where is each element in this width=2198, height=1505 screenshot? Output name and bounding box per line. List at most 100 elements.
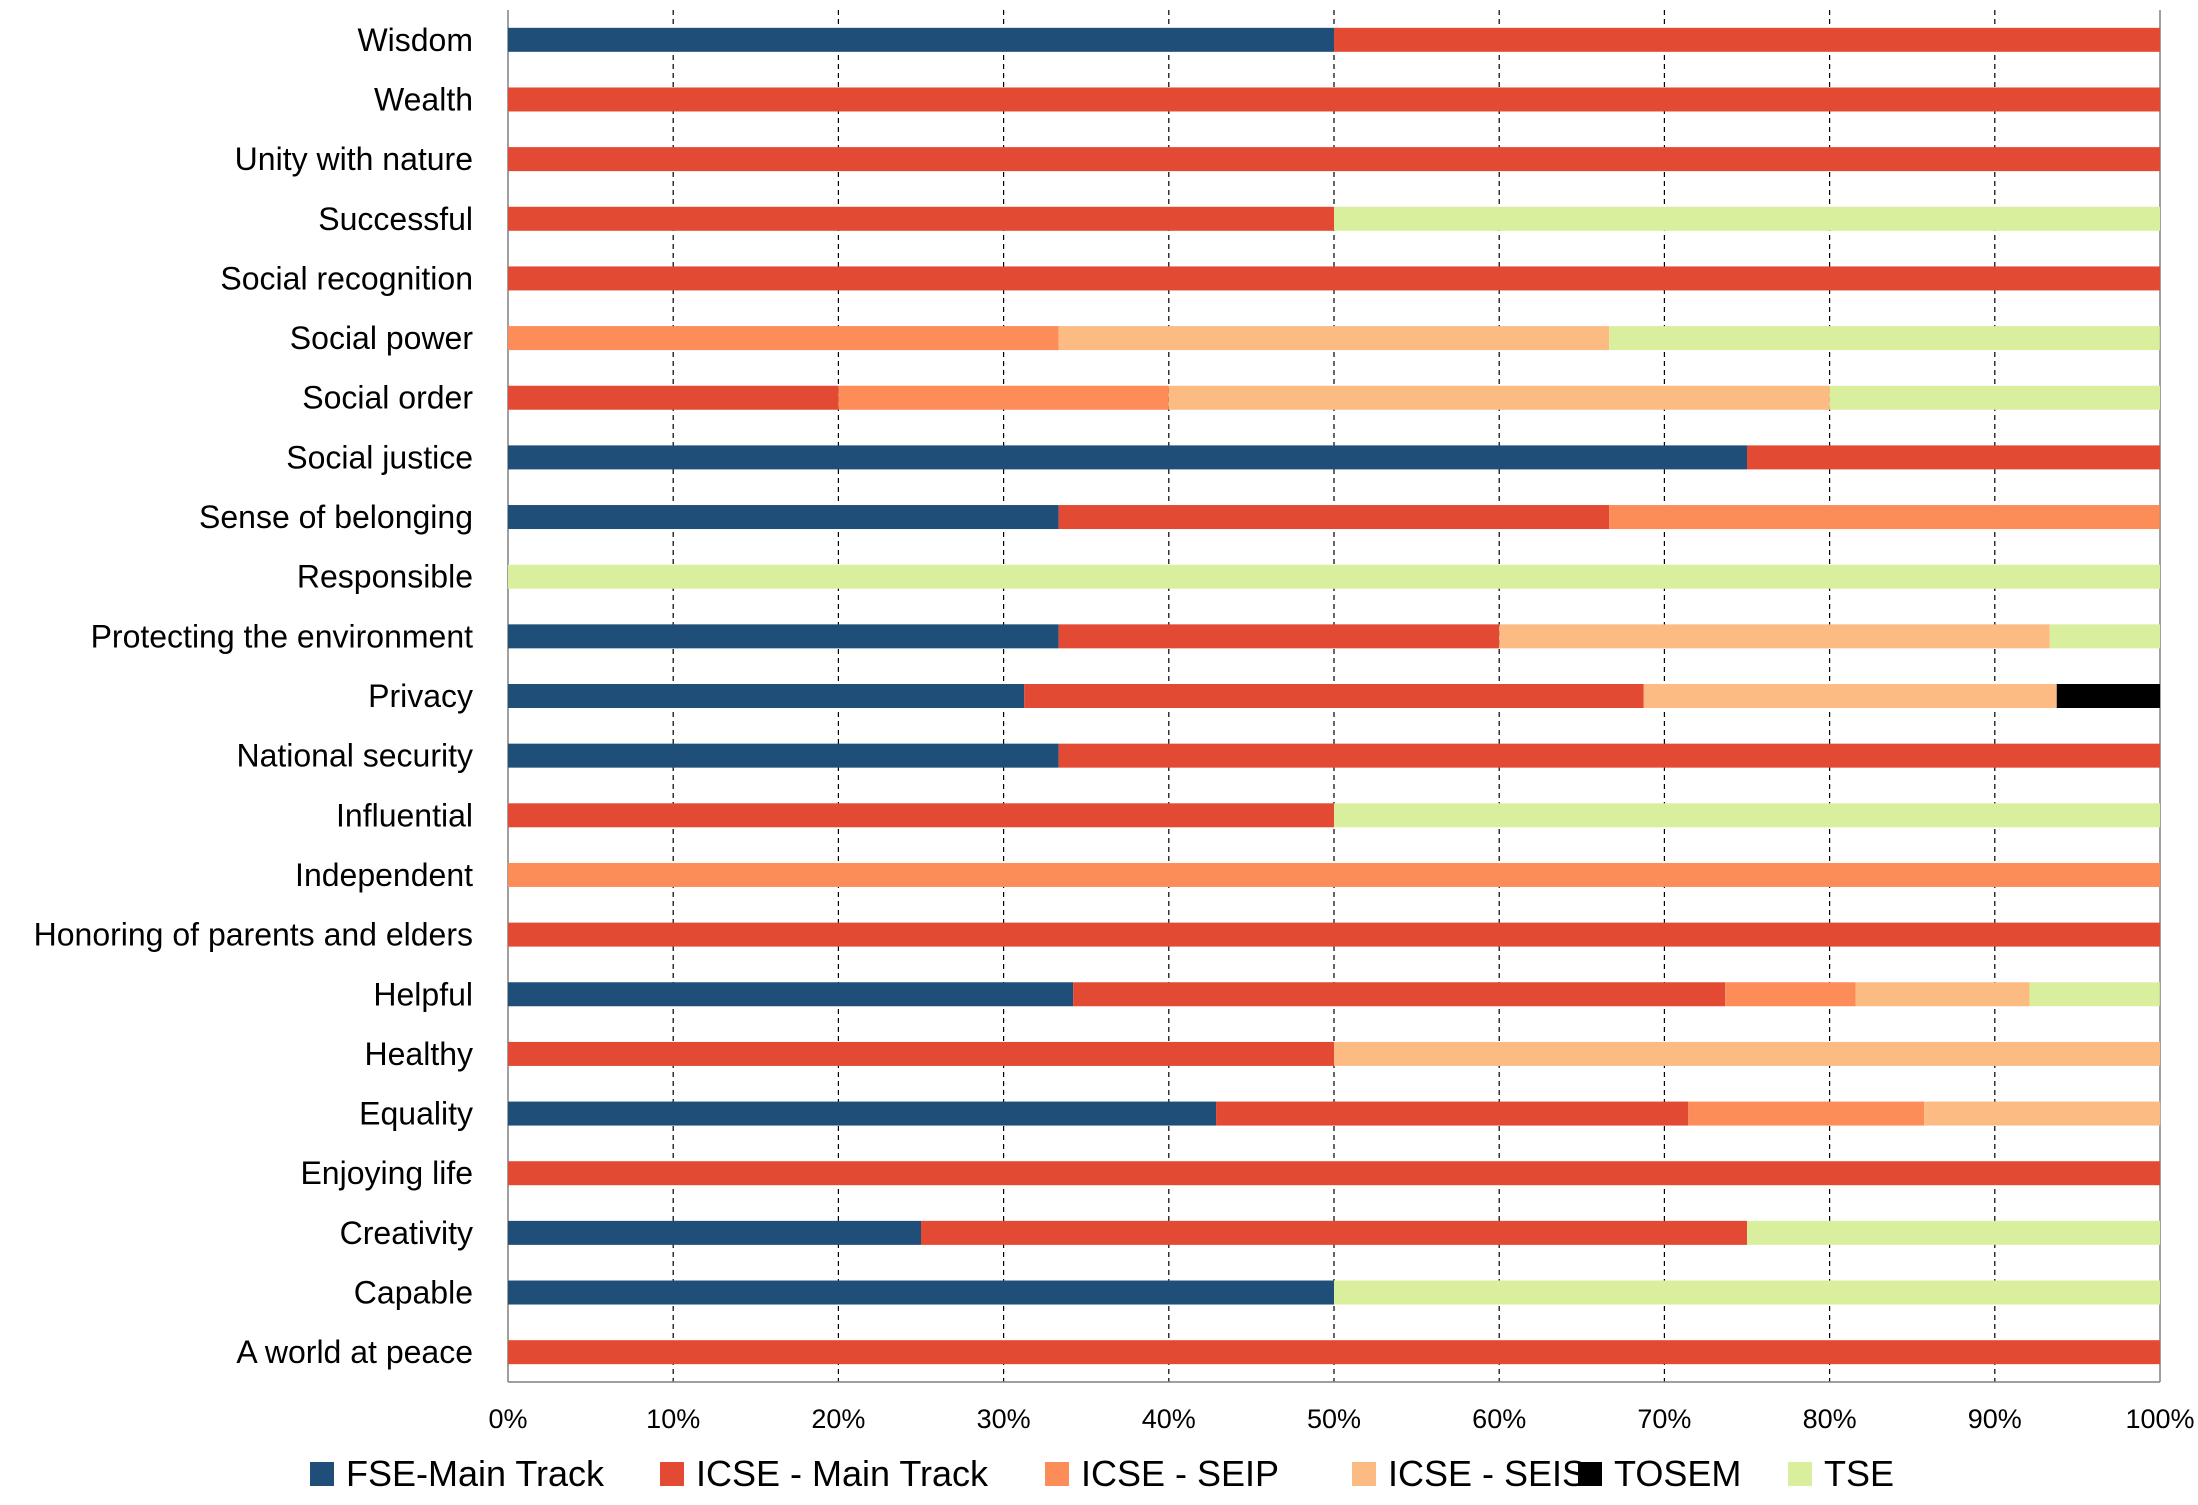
category-label-national-security: National security	[236, 738, 473, 774]
x-tick-label: 100%	[2125, 1404, 2194, 1434]
legend-label-icse-seip: ICSE - SEIP	[1081, 1453, 1279, 1494]
x-tick-label: 30%	[977, 1404, 1031, 1434]
x-tick-label: 50%	[1307, 1404, 1361, 1434]
category-label-a-world-at-peace: A world at peace	[236, 1334, 473, 1370]
bar-segment-a-world-at-peace-icse-main-track	[508, 1340, 2160, 1365]
bar-segment-responsible-tse	[508, 564, 2160, 589]
category-label-helpful: Helpful	[373, 976, 473, 1012]
x-tick-label: 40%	[1142, 1404, 1196, 1434]
category-label-responsible: Responsible	[297, 559, 473, 595]
bar-segment-social-order-icse-main-track	[508, 385, 839, 410]
bar-segment-social-order-icse-seis	[1168, 385, 1830, 410]
bar-segment-equality-icse-seip	[1688, 1101, 1925, 1126]
bar-segment-healthy-icse-seis	[1334, 1041, 2160, 1066]
category-label-unity-with-nature: Unity with nature	[235, 141, 473, 177]
bar-segment-influential-tse	[1334, 803, 2160, 828]
x-tick-label: 70%	[1637, 1404, 1691, 1434]
bar-segment-privacy-tosem	[2056, 684, 2160, 708]
bar-segment-helpful-tse	[2029, 982, 2160, 1007]
x-tick-label: 0%	[488, 1404, 527, 1434]
category-label-social-justice: Social justice	[286, 439, 473, 475]
bar-segment-wisdom-fse-main-track	[508, 27, 1334, 52]
bar-segment-helpful-fse-main-track	[508, 982, 1074, 1007]
x-tick-label: 20%	[811, 1404, 865, 1434]
bar-segment-sense-of-belonging-icse-main-track	[1058, 505, 1610, 530]
legend-label-tse: TSE	[1824, 1453, 1894, 1494]
bar-segment-national-security-fse-main-track	[508, 743, 1059, 768]
category-label-social-order: Social order	[302, 380, 473, 416]
bar-segment-equality-icse-seis	[1924, 1101, 2161, 1126]
category-label-healthy: Healthy	[365, 1036, 474, 1072]
legend-label-fse-main-track: FSE-Main Track	[346, 1453, 605, 1494]
bar-segment-capable-fse-main-track	[508, 1280, 1334, 1305]
category-label-creativity: Creativity	[340, 1215, 473, 1251]
bar-segment-helpful-icse-main-track	[1073, 982, 1726, 1007]
bar-segment-social-justice-fse-main-track	[508, 445, 1747, 470]
bar-segment-successful-icse-main-track	[508, 206, 1334, 231]
bar-segment-capable-tse	[1334, 1280, 2160, 1305]
bar-segment-social-order-tse	[1829, 385, 2160, 410]
category-label-wisdom: Wisdom	[357, 22, 473, 58]
x-tick-label: 60%	[1472, 1404, 1526, 1434]
category-label-social-power: Social power	[290, 320, 474, 356]
bar-segment-social-power-icse-seis	[1058, 326, 1610, 351]
bar-segment-creativity-icse-main-track	[921, 1220, 1747, 1245]
legend-swatch-icse-seip	[1045, 1462, 1069, 1486]
bar-segment-wisdom-icse-main-track	[1334, 27, 2160, 52]
legend-label-icse-seis: ICSE - SEIS	[1388, 1453, 1586, 1494]
bar-segment-influential-icse-main-track	[508, 803, 1334, 828]
legend-label-icse-main-track: ICSE - Main Track	[696, 1453, 989, 1494]
bar-segment-equality-icse-main-track	[1216, 1101, 1689, 1126]
bar-segment-social-power-icse-seip	[508, 326, 1059, 351]
bar-segment-social-recognition-icse-main-track	[508, 266, 2160, 291]
bar-segment-equality-fse-main-track	[508, 1101, 1217, 1126]
x-tick-label: 80%	[1803, 1404, 1857, 1434]
bar-segment-healthy-icse-main-track	[508, 1041, 1334, 1066]
bar-segment-enjoying-life-icse-main-track	[508, 1161, 2160, 1186]
bar-segment-social-power-tse	[1609, 326, 2160, 351]
bar-segment-wealth-icse-main-track	[508, 87, 2160, 112]
category-label-sense-of-belonging: Sense of belonging	[199, 499, 473, 535]
bar-segment-creativity-tse	[1747, 1220, 2160, 1245]
bar-segment-privacy-icse-main-track	[1024, 684, 1644, 708]
category-label-influential: Influential	[336, 797, 473, 833]
bar-segment-social-order-icse-seip	[838, 385, 1169, 410]
x-tick-label: 90%	[1968, 1404, 2022, 1434]
legend-swatch-icse-main-track	[660, 1462, 684, 1486]
bar-segment-helpful-icse-seip	[1725, 982, 1856, 1007]
bar-segment-helpful-icse-seis	[1855, 982, 2030, 1007]
category-label-equality: Equality	[359, 1096, 473, 1132]
bar-segment-protecting-the-environment-fse-main-track	[508, 624, 1059, 649]
category-label-honoring-of-parents-and-elders: Honoring of parents and elders	[34, 917, 473, 953]
bar-segment-privacy-icse-seis	[1643, 684, 2057, 708]
category-label-social-recognition: Social recognition	[220, 260, 473, 296]
category-label-protecting-the-environment: Protecting the environment	[91, 618, 474, 654]
category-label-successful: Successful	[318, 201, 473, 237]
bar-segment-protecting-the-environment-icse-seis	[1499, 624, 2050, 649]
bar-segment-national-security-icse-main-track	[1058, 743, 2160, 768]
bar-segment-successful-tse	[1334, 206, 2160, 231]
bar-segment-privacy-fse-main-track	[508, 684, 1025, 708]
bar-segment-protecting-the-environment-tse	[2049, 624, 2160, 649]
bar-segment-protecting-the-environment-icse-main-track	[1058, 624, 1500, 649]
bar-segment-sense-of-belonging-icse-seip	[1609, 505, 2160, 530]
bar-segment-unity-with-nature-icse-main-track	[508, 147, 2160, 172]
legend-swatch-tosem	[1578, 1462, 1602, 1486]
category-label-capable: Capable	[354, 1275, 473, 1311]
legend-swatch-tse	[1788, 1462, 1812, 1486]
bar-segment-creativity-fse-main-track	[508, 1220, 921, 1245]
x-tick-label: 10%	[646, 1404, 700, 1434]
bar-segment-honoring-of-parents-and-elders-icse-main-track	[508, 922, 2160, 947]
legend-swatch-fse-main-track	[310, 1462, 334, 1486]
legend-label-tosem: TOSEM	[1614, 1453, 1741, 1494]
legend-swatch-icse-seis	[1352, 1462, 1376, 1486]
bar-segment-independent-icse-seip	[508, 862, 2160, 887]
category-label-wealth: Wealth	[374, 81, 473, 117]
bar-segment-social-justice-icse-main-track	[1747, 445, 2160, 470]
category-label-independent: Independent	[295, 857, 473, 893]
category-label-privacy: Privacy	[368, 678, 473, 714]
bar-segment-sense-of-belonging-fse-main-track	[508, 505, 1059, 530]
category-label-enjoying-life: Enjoying life	[300, 1155, 473, 1191]
